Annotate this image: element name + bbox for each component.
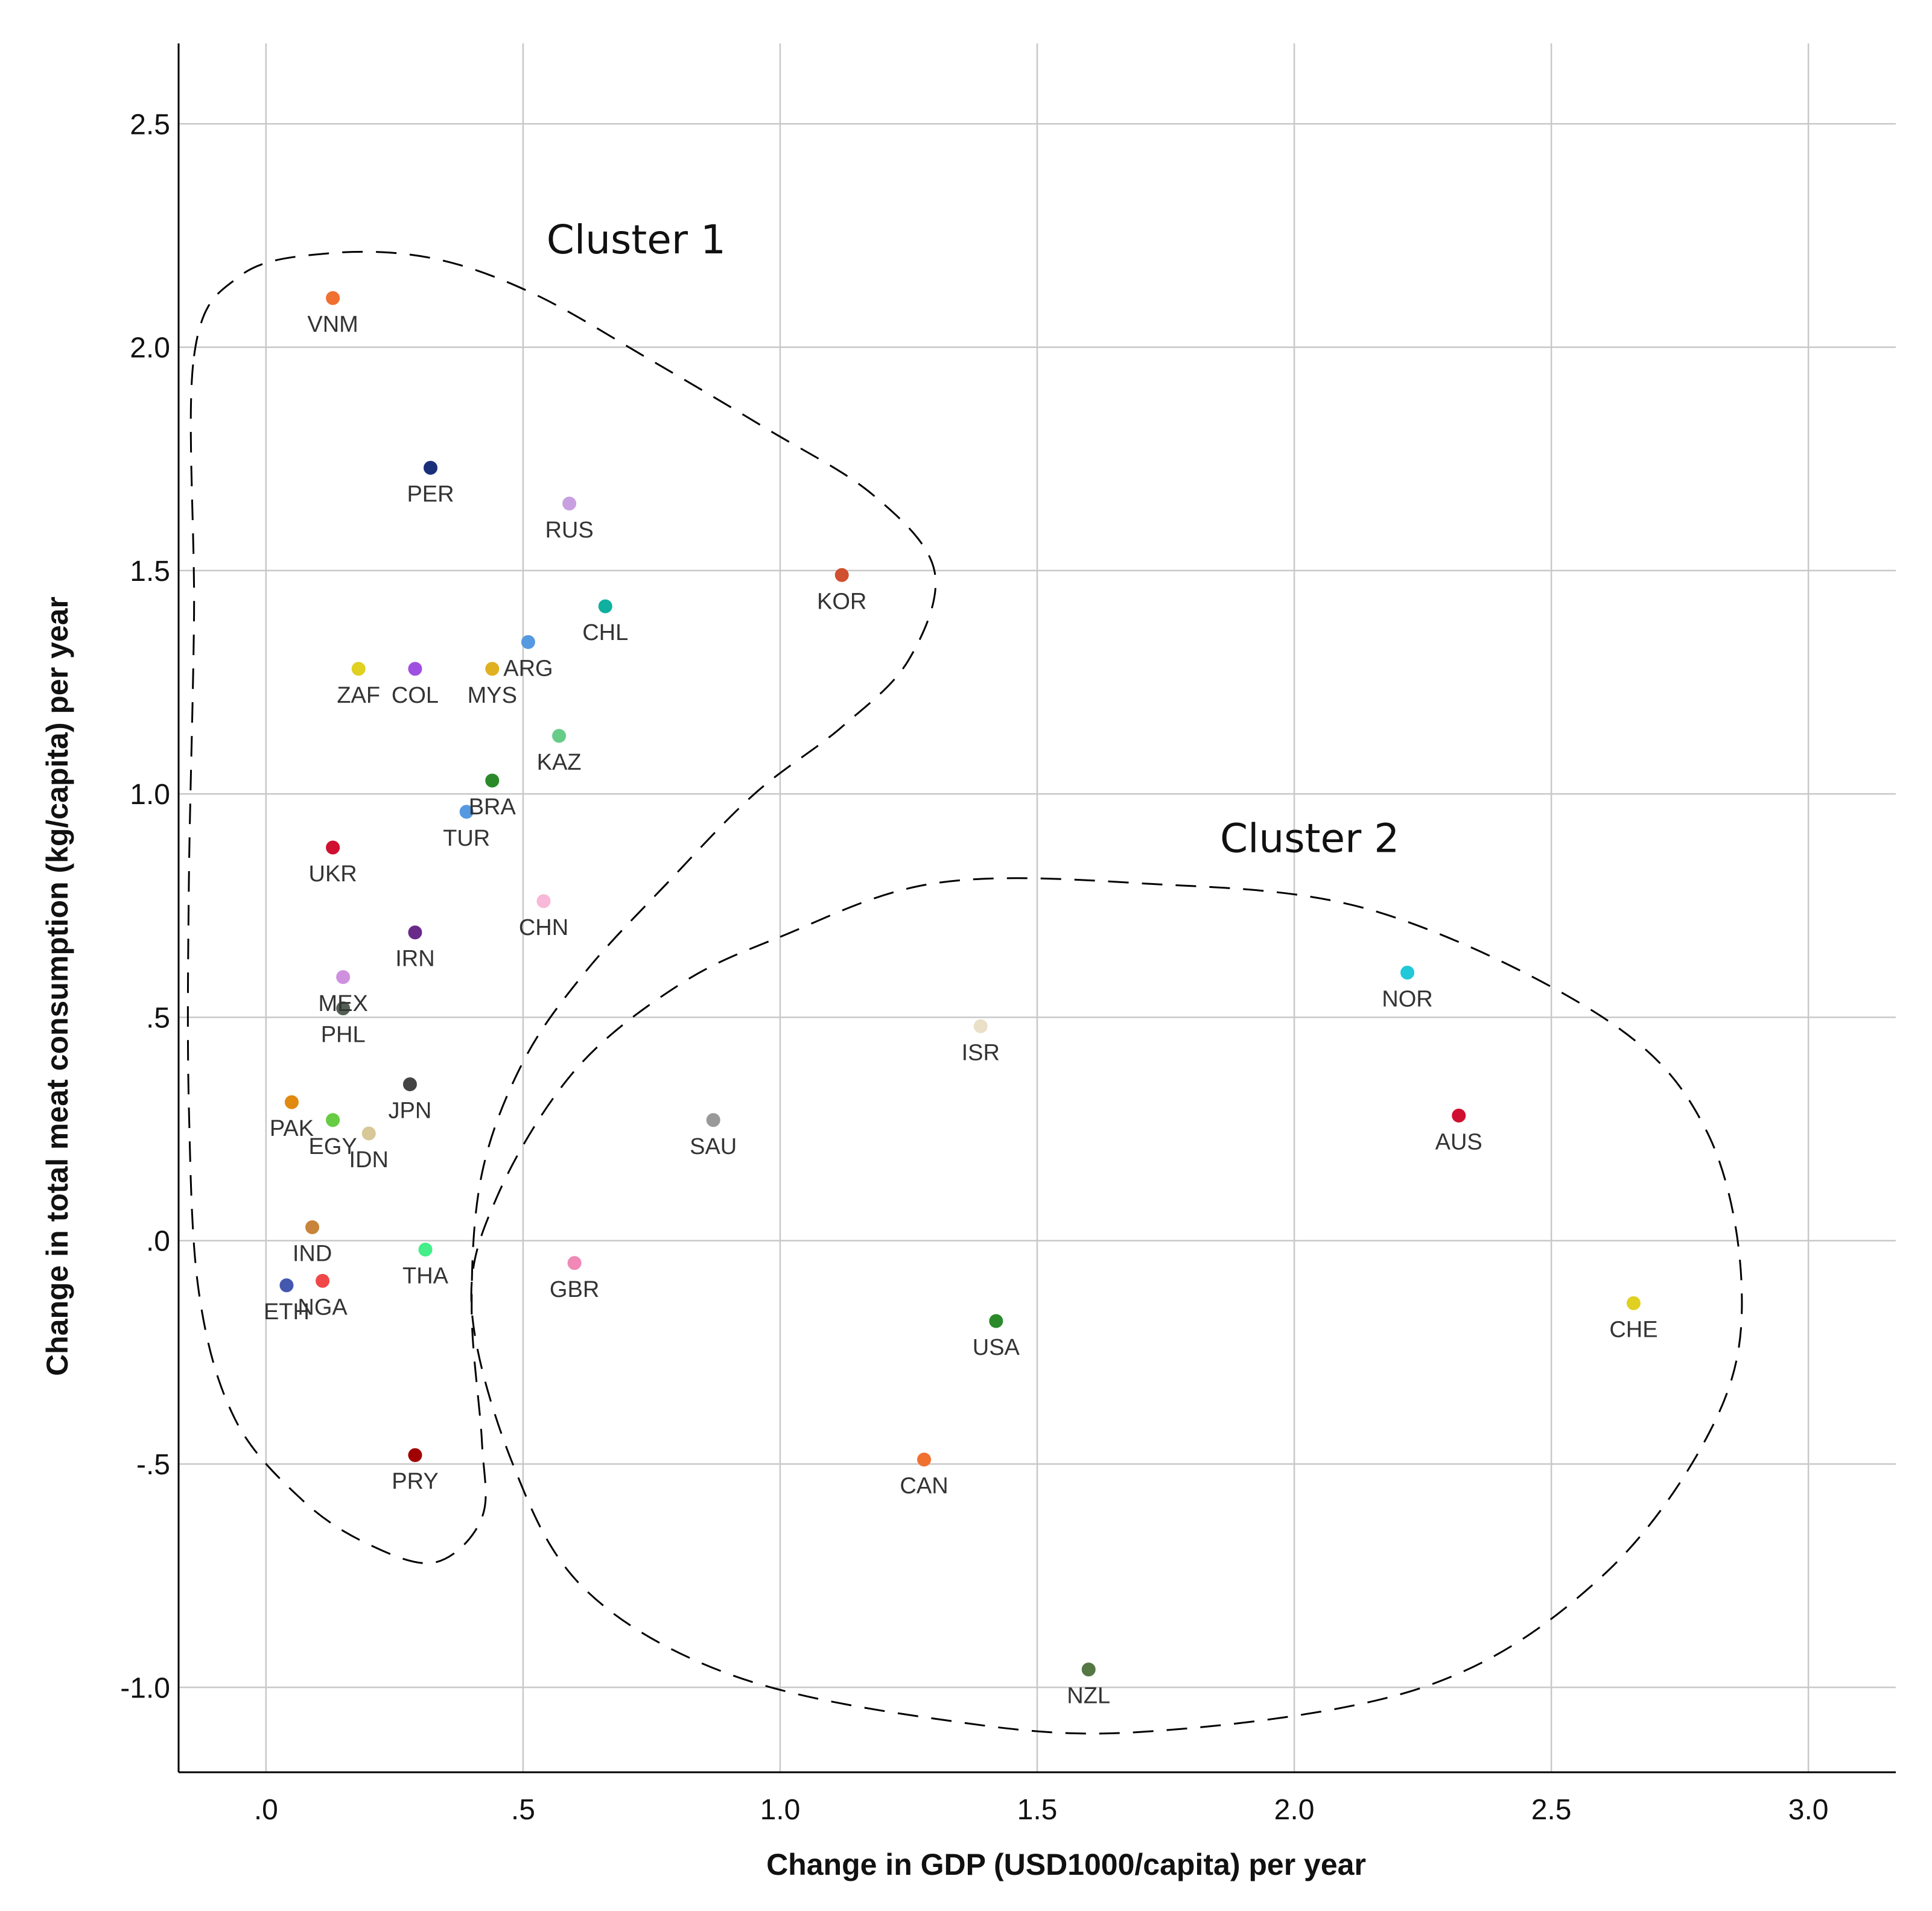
- y-tick-label: -.5: [136, 1449, 170, 1481]
- x-tick-label: .5: [511, 1794, 535, 1826]
- data-point-mex: [336, 970, 351, 984]
- data-point-ind: [305, 1220, 320, 1235]
- data-point-jpn: [402, 1077, 417, 1092]
- axes: [177, 43, 1896, 1773]
- x-tick-label: 1.0: [760, 1794, 801, 1826]
- x-tick-label: .0: [254, 1794, 278, 1826]
- point-label-col: COL: [392, 683, 439, 708]
- point-label-mex: MEX: [318, 991, 367, 1016]
- point-label-pry: PRY: [392, 1469, 438, 1494]
- point-label-per: PER: [407, 482, 454, 507]
- data-point-bra: [485, 773, 500, 788]
- point-label-rus: RUS: [545, 518, 593, 543]
- data-point-eth: [279, 1278, 294, 1293]
- data-points: [279, 291, 1641, 1677]
- y-tick-label: 1.5: [130, 556, 170, 588]
- data-point-per: [424, 461, 438, 475]
- point-label-vnm: VNM: [307, 312, 358, 337]
- y-tick-label: 2.0: [130, 332, 170, 364]
- y-tick-label: 1.0: [130, 779, 170, 811]
- data-point-col: [408, 662, 422, 676]
- point-label-usa: USA: [973, 1335, 1020, 1360]
- data-point-can: [917, 1453, 932, 1467]
- point-label-gbr: GBR: [550, 1277, 599, 1302]
- data-point-pry: [408, 1448, 422, 1462]
- point-label-aus: AUS: [1435, 1129, 1482, 1155]
- point-label-arg: ARG: [503, 656, 553, 681]
- point-label-egy: EGY: [309, 1134, 357, 1159]
- data-point-kor: [834, 568, 849, 582]
- data-point-nzl: [1081, 1662, 1096, 1677]
- data-point-mys: [485, 662, 500, 676]
- y-tick-label: -1.0: [120, 1672, 170, 1704]
- point-label-bra: BRA: [469, 794, 516, 820]
- y-tick-label: 2.5: [130, 109, 170, 141]
- x-tick-label: 1.5: [1017, 1794, 1058, 1826]
- point-label-jpn: JPN: [389, 1098, 432, 1124]
- point-label-tur: TUR: [443, 826, 490, 851]
- y-tick-label: .5: [146, 1002, 170, 1034]
- point-label-phl: PHL: [321, 1022, 366, 1048]
- data-point-nor: [1400, 965, 1415, 980]
- x-tick-label: 2.0: [1274, 1794, 1315, 1826]
- x-tick-label: 3.0: [1788, 1794, 1829, 1826]
- point-label-mys: MYS: [468, 683, 517, 708]
- cluster-outlines: [186, 250, 1743, 1735]
- tick-labels: .0 .5 1.0 1.5 2.0 2.5 3.0 -1.0 -.5 .0 .5 1.0 1.5 2.0 2…: [120, 109, 1828, 1826]
- data-point-idn: [361, 1126, 376, 1141]
- data-point-rus: [562, 496, 577, 511]
- gridlines: [179, 43, 1896, 1772]
- data-point-usa: [989, 1314, 1003, 1328]
- data-point-vnm: [326, 291, 340, 305]
- cluster-label-1: Cluster 1: [547, 217, 726, 263]
- data-point-arg: [521, 635, 535, 649]
- point-label-kaz: KAZ: [537, 750, 582, 775]
- point-label-che: CHE: [1609, 1317, 1657, 1342]
- point-label-can: CAN: [900, 1474, 948, 1499]
- data-point-che: [1626, 1296, 1641, 1310]
- data-point-chl: [598, 599, 612, 613]
- cluster-label-2: Cluster 2: [1220, 815, 1399, 861]
- cluster-outline: [186, 250, 937, 1564]
- data-point-zaf: [351, 662, 366, 676]
- point-label-nor: NOR: [1382, 986, 1432, 1012]
- data-point-tha: [418, 1243, 433, 1257]
- data-point-ukr: [326, 840, 340, 855]
- data-point-egy: [326, 1113, 340, 1127]
- point-label-nga: NGA: [297, 1295, 348, 1320]
- data-point-nga: [316, 1273, 330, 1288]
- point-label-chl: CHL: [582, 620, 628, 645]
- point-label-ukr: UKR: [309, 861, 357, 887]
- x-axis-title: Change in GDP (USD1000/capita) per year: [766, 1848, 1366, 1881]
- data-point-chn: [536, 894, 551, 908]
- point-label-ind: IND: [293, 1241, 332, 1267]
- data-point-kaz: [552, 729, 567, 743]
- data-point-gbr: [567, 1256, 582, 1270]
- point-label-eth: ETH: [264, 1299, 310, 1325]
- point-label-sau: SAU: [690, 1134, 737, 1159]
- point-label-isr: ISR: [962, 1040, 1000, 1065]
- point-label-idn: IDN: [349, 1147, 389, 1173]
- data-point-aus: [1452, 1108, 1466, 1123]
- x-tick-label: 2.5: [1531, 1794, 1572, 1826]
- point-label-pak: PAK: [270, 1116, 314, 1141]
- point-labels: VNM PER RUS KOR CHL ARG ZAF COL MYS KAZ BRA TUR UKR C…: [264, 312, 1658, 1709]
- y-axis-title: Change in total meat consumption (kg/cap…: [40, 597, 74, 1376]
- point-label-chn: CHN: [519, 915, 568, 940]
- data-point-phl: [336, 1001, 351, 1016]
- point-label-tha: THA: [402, 1264, 449, 1289]
- point-label-zaf: ZAF: [337, 683, 380, 708]
- cluster-labels: Cluster 1 Cluster 2: [547, 217, 1399, 861]
- point-label-irn: IRN: [395, 946, 434, 972]
- point-label-nzl: NZL: [1067, 1684, 1110, 1709]
- data-point-tur: [459, 805, 474, 819]
- data-point-isr: [973, 1019, 988, 1033]
- data-point-irn: [408, 925, 422, 940]
- point-label-kor: KOR: [817, 589, 866, 614]
- data-point-pak: [284, 1095, 299, 1109]
- data-point-sau: [706, 1113, 720, 1127]
- y-tick-label: .0: [146, 1226, 170, 1258]
